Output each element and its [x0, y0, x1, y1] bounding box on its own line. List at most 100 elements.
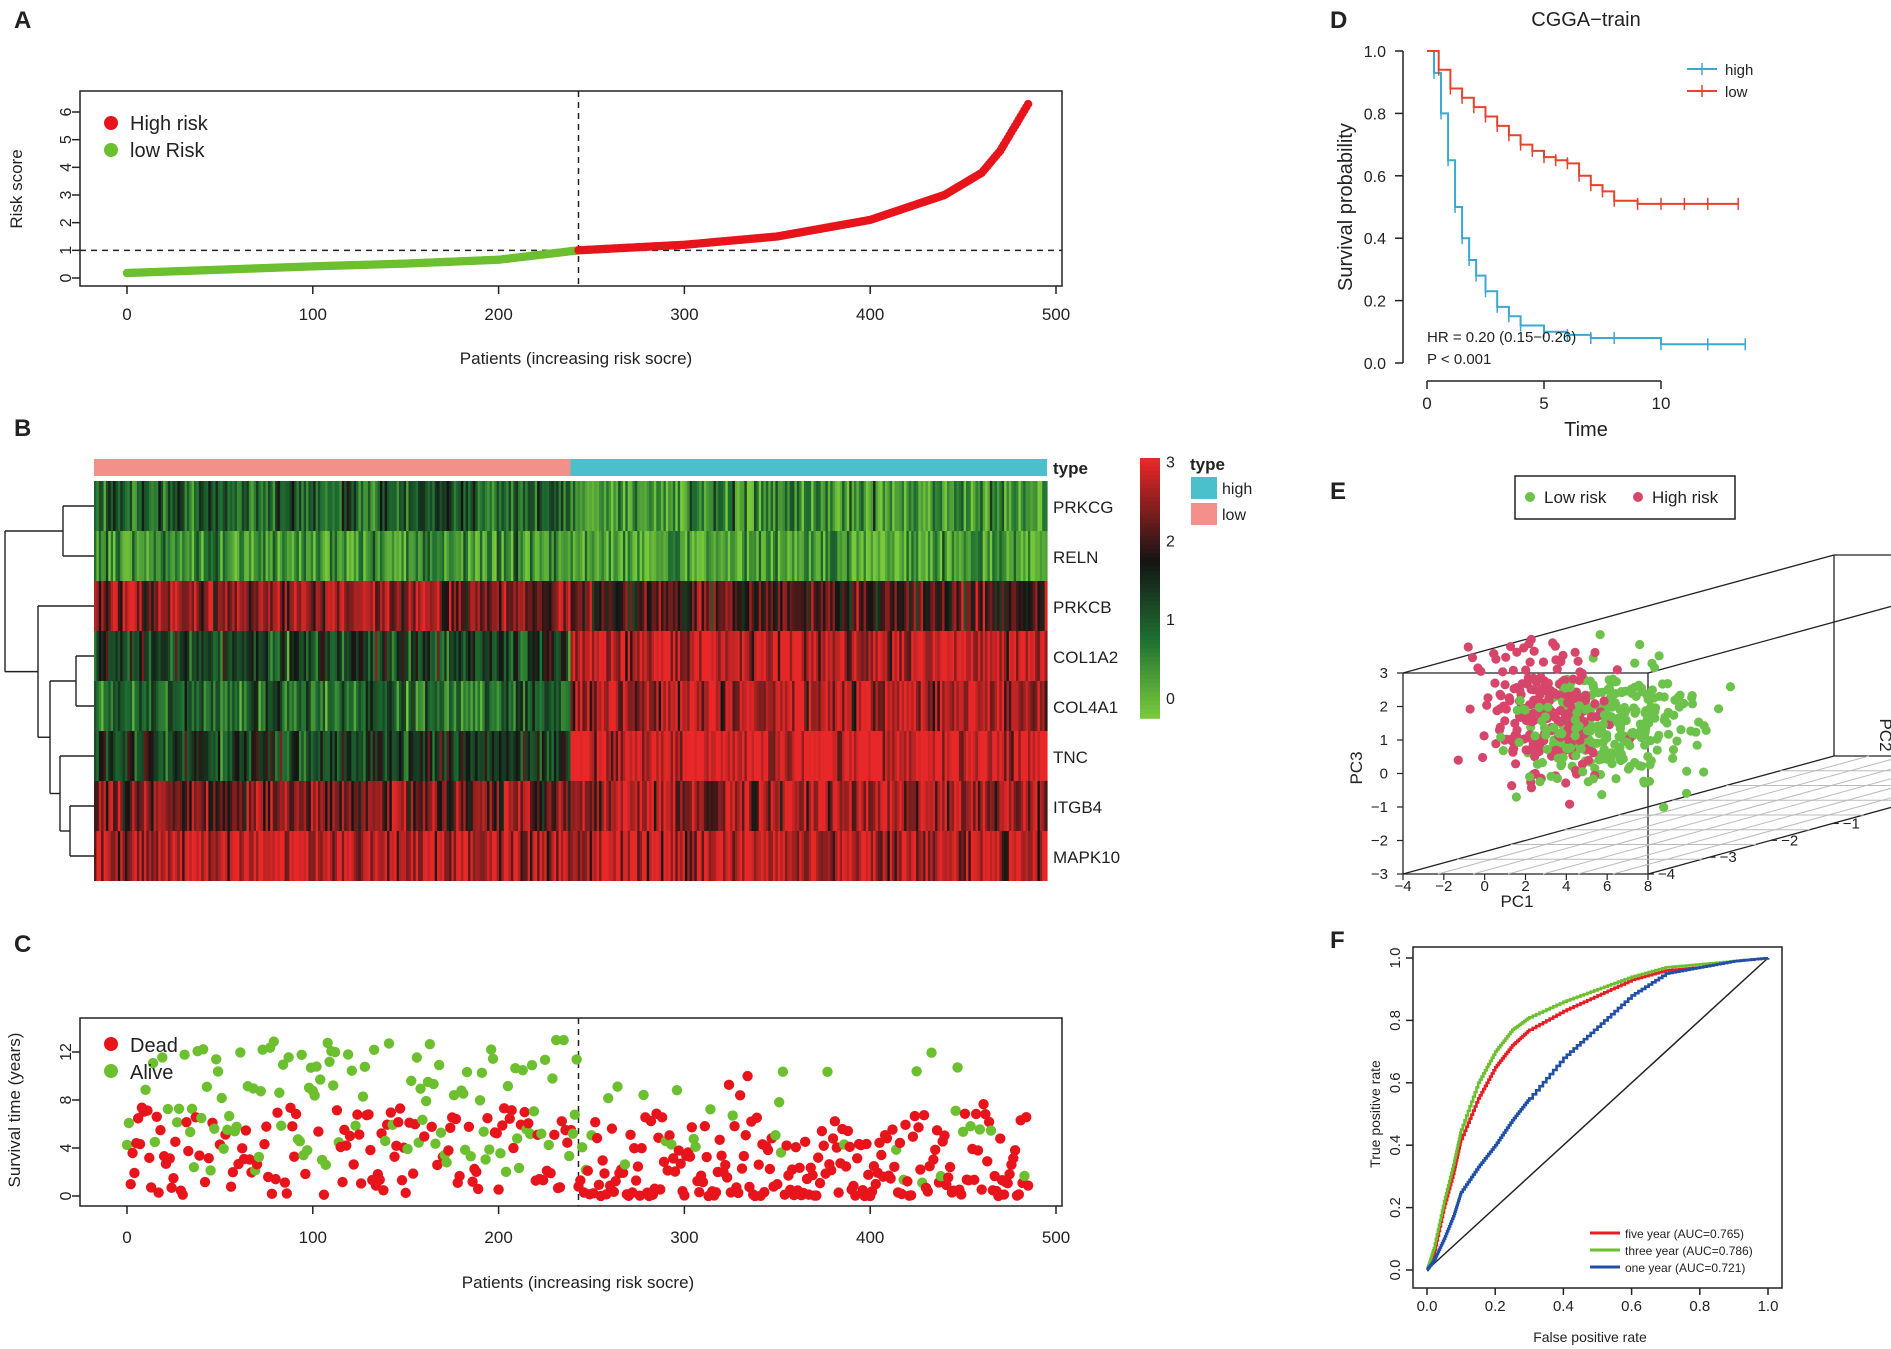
heatmap-cell	[1001, 631, 1005, 681]
heatmap-cell	[875, 781, 879, 831]
heatmap-cell	[184, 581, 188, 631]
heatmap-cell	[208, 481, 212, 531]
low-risk-point	[1672, 736, 1682, 746]
heatmap-cell	[108, 481, 112, 531]
heatmap-cell	[153, 531, 157, 581]
alive-point	[495, 1148, 506, 1159]
alive-point	[268, 1036, 279, 1047]
heatmap-cell	[117, 531, 121, 581]
heatmap-cell	[963, 681, 967, 731]
heatmap-cell	[899, 631, 903, 681]
heatmap-cell	[696, 481, 700, 531]
heatmap-cell	[282, 631, 286, 681]
heatmap-cell	[422, 531, 426, 581]
heatmap-cell	[820, 731, 824, 781]
heatmap-cell	[477, 681, 481, 731]
heatmap-cell	[1027, 581, 1031, 631]
heatmap-cell	[113, 831, 117, 881]
heatmap-cell	[975, 631, 979, 681]
heatmap-cell	[792, 531, 796, 581]
heatmap-cell	[970, 581, 974, 631]
heatmap-cell	[472, 531, 476, 581]
heatmap-cell	[939, 781, 943, 831]
heatmap-cell	[904, 681, 908, 731]
heatmap-cell	[873, 831, 877, 881]
heatmap-cell	[684, 831, 688, 881]
heatmap-cell	[649, 581, 653, 631]
heatmap-cell	[475, 781, 479, 831]
heatmap-cell	[856, 731, 860, 781]
heatmap-cell	[944, 481, 948, 531]
heatmap-cell	[470, 631, 474, 681]
heatmap-cell	[270, 731, 274, 781]
heatmap-cell	[684, 481, 688, 531]
heatmap-cell	[1030, 481, 1034, 531]
heatmap-cell	[537, 831, 541, 881]
heatmap-cell	[730, 581, 734, 631]
heatmap-cell	[244, 731, 248, 781]
heatmap-cell	[282, 531, 286, 581]
heatmap-cell	[708, 731, 712, 781]
heatmap-cell	[777, 731, 781, 781]
heatmap-cell	[680, 781, 684, 831]
heatmap-cell	[718, 731, 722, 781]
heatmap-cell	[889, 631, 893, 681]
heatmap-cell	[403, 481, 407, 531]
heatmap-cell	[856, 531, 860, 581]
heatmap-cell	[1037, 631, 1041, 681]
low-risk-point	[1701, 725, 1711, 735]
heatmap-cell	[711, 581, 715, 631]
heatmap-cell	[753, 581, 757, 631]
high-risk-point	[1516, 712, 1526, 722]
heatmap-cell	[110, 531, 114, 581]
heatmap-cell	[456, 831, 460, 881]
heatmap-cell	[930, 731, 934, 781]
dead-point	[943, 1172, 954, 1183]
heatmap-cell	[899, 681, 903, 731]
heatmap-cell	[777, 581, 781, 631]
scale-swatch	[1140, 700, 1160, 706]
heatmap-cell	[377, 681, 381, 731]
heatmap-cell	[958, 831, 962, 881]
heatmap-cell	[844, 631, 848, 681]
heatmap-cell	[820, 631, 824, 681]
heatmap-cell	[124, 681, 128, 731]
heatmap-cell	[682, 531, 686, 581]
heatmap-cell	[294, 681, 298, 731]
heatmap-cell	[942, 631, 946, 681]
heatmap-cell	[923, 831, 927, 881]
y-tick-label: 2	[1380, 699, 1388, 716]
dead-point	[450, 1113, 462, 1125]
heatmap-cell	[522, 731, 526, 781]
heatmap-cell	[477, 581, 481, 631]
dead-point	[655, 1184, 666, 1195]
dead-point	[144, 1152, 155, 1164]
heatmap-cell	[410, 681, 414, 731]
heatmap-cell	[954, 681, 958, 731]
heatmap-cell	[260, 781, 264, 831]
low-risk-point	[1650, 713, 1660, 723]
heatmap-cell	[653, 481, 657, 531]
heatmap-cell	[263, 681, 267, 731]
heatmap-cell	[163, 781, 167, 831]
dead-point	[385, 1107, 397, 1118]
heatmap-cell	[842, 581, 846, 631]
heatmap-cell	[696, 531, 700, 581]
heatmap-cell	[370, 731, 374, 781]
heatmap-cell	[213, 531, 217, 581]
heatmap-cell	[653, 731, 657, 781]
heatmap-cell	[277, 681, 281, 731]
heatmap-cell	[1016, 531, 1020, 581]
dead-point	[630, 1175, 642, 1186]
dead-point	[225, 1181, 237, 1192]
heatmap-cell	[103, 681, 107, 731]
heatmap-cell	[544, 631, 548, 681]
high-risk-point	[1463, 642, 1473, 652]
heatmap-cell	[291, 581, 295, 631]
high-risk-point	[1551, 655, 1561, 665]
heatmap-cell	[508, 581, 512, 631]
heatmap-cell	[977, 831, 981, 881]
heatmap-cell	[591, 781, 595, 831]
heatmap-cell	[942, 681, 946, 731]
heatmap-cell	[179, 781, 183, 831]
